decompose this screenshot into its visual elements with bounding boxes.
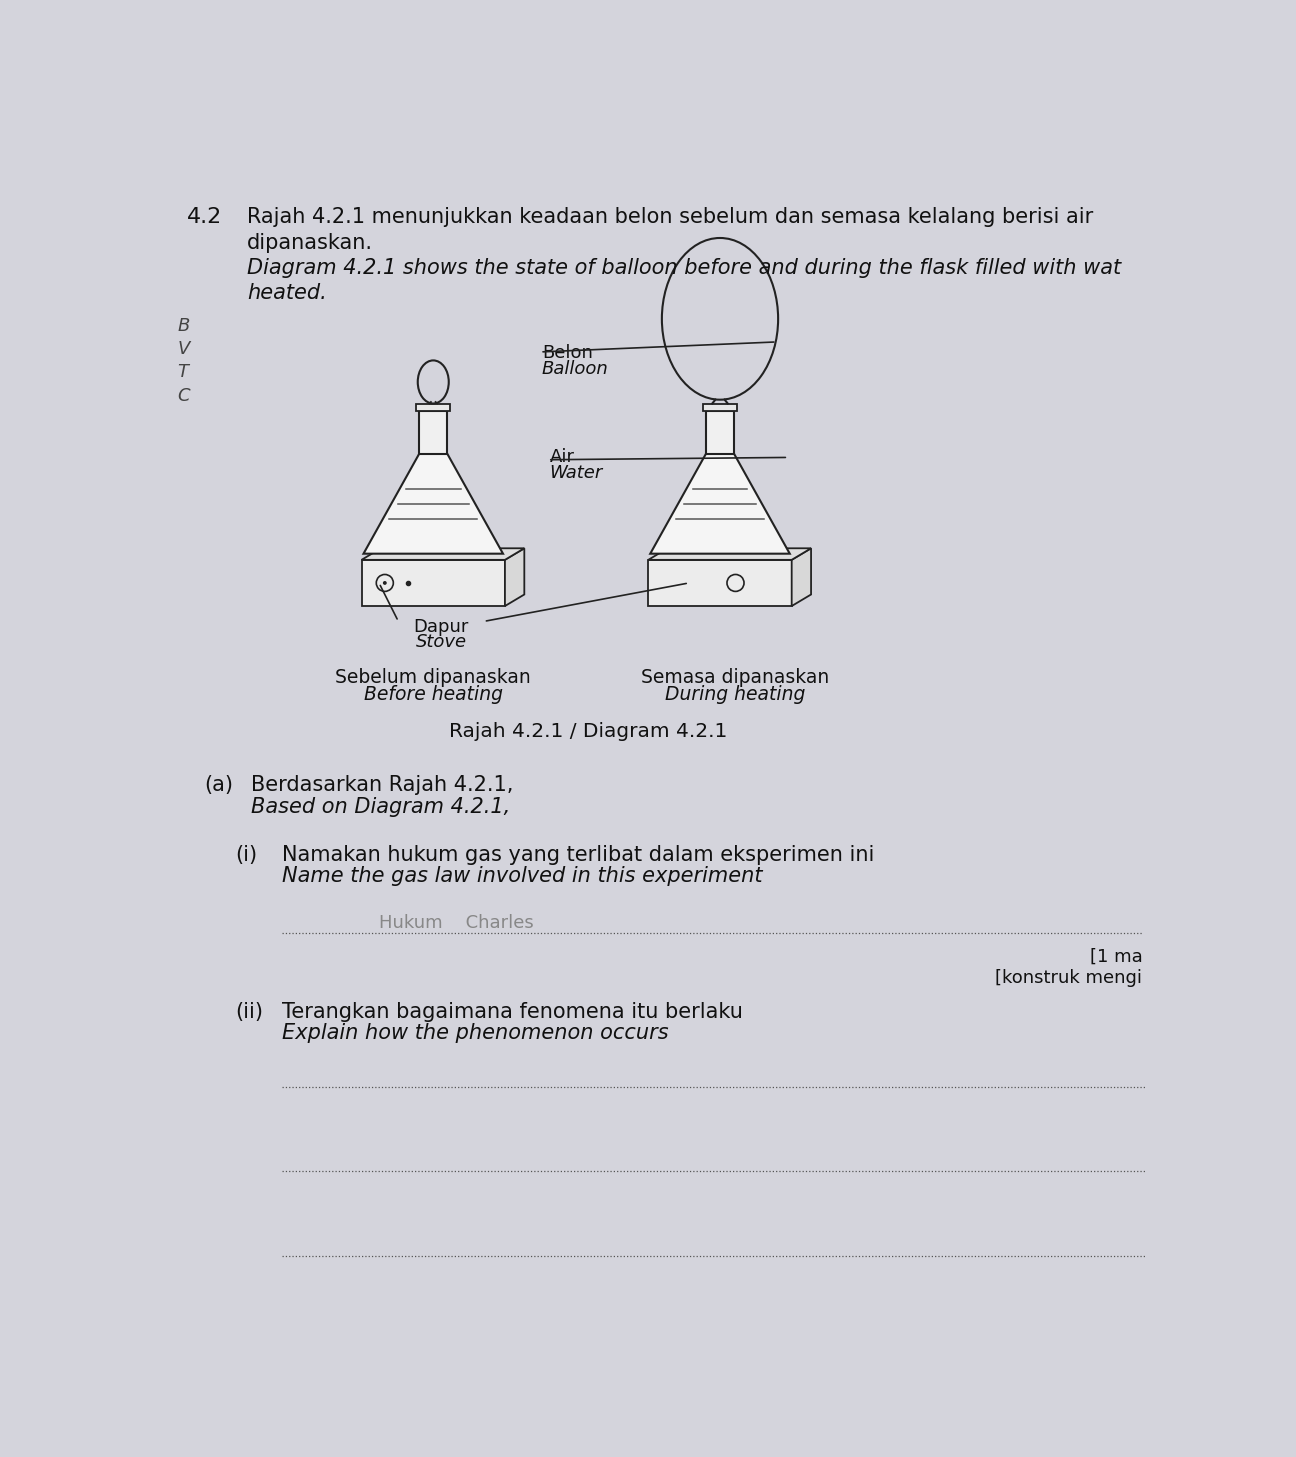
Text: Berdasarkan Rajah 4.2.1,: Berdasarkan Rajah 4.2.1,: [251, 775, 513, 796]
Bar: [416, 404, 450, 411]
Text: Rajah 4.2.1 / Diagram 4.2.1: Rajah 4.2.1 / Diagram 4.2.1: [448, 721, 727, 740]
Text: Diagram 4.2.1 shows the state of balloon before and during the flask filled with: Diagram 4.2.1 shows the state of balloon…: [248, 258, 1121, 278]
Text: Water: Water: [550, 463, 603, 482]
Text: B: B: [178, 318, 191, 335]
Text: Sebelum dipanaskan: Sebelum dipanaskan: [336, 667, 531, 686]
Text: (i): (i): [236, 845, 258, 865]
Polygon shape: [648, 559, 792, 606]
Text: T: T: [178, 363, 188, 382]
Text: Balloon: Balloon: [542, 360, 609, 377]
Text: Terangkan bagaimana fenomena itu berlaku: Terangkan bagaimana fenomena itu berlaku: [283, 1002, 743, 1021]
Text: Name the gas law involved in this experiment: Name the gas law involved in this experi…: [283, 867, 762, 886]
Text: C: C: [178, 386, 191, 405]
Polygon shape: [706, 411, 734, 453]
Text: Hukum    Charles: Hukum Charles: [378, 914, 534, 932]
Text: V: V: [178, 341, 191, 358]
Text: Dapur: Dapur: [413, 618, 469, 635]
Text: During heating: During heating: [665, 685, 806, 704]
Text: heated.: heated.: [248, 284, 327, 303]
Text: Before heating: Before heating: [364, 685, 503, 704]
Circle shape: [382, 581, 386, 584]
Polygon shape: [651, 453, 789, 554]
Polygon shape: [792, 548, 811, 606]
Polygon shape: [420, 411, 447, 453]
Text: Air: Air: [550, 449, 574, 466]
Text: Semasa dipanaskan: Semasa dipanaskan: [642, 667, 829, 686]
Bar: [702, 404, 737, 411]
Text: Belon: Belon: [542, 344, 592, 363]
Text: Namakan hukum gas yang terlibat dalam eksperimen ini: Namakan hukum gas yang terlibat dalam ek…: [283, 845, 875, 865]
Text: dipanaskan.: dipanaskan.: [248, 233, 373, 252]
Text: Stove: Stove: [416, 632, 467, 651]
Text: [1 ma: [1 ma: [1090, 949, 1142, 966]
Text: Explain how the phenomenon occurs: Explain how the phenomenon occurs: [283, 1023, 669, 1043]
Text: Based on Diagram 4.2.1,: Based on Diagram 4.2.1,: [251, 797, 511, 817]
Text: (ii): (ii): [236, 1002, 263, 1021]
Polygon shape: [362, 548, 525, 559]
Polygon shape: [505, 548, 525, 606]
Polygon shape: [362, 559, 505, 606]
Text: Rajah 4.2.1 menunjukkan keadaan belon sebelum dan semasa kelalang berisi air: Rajah 4.2.1 menunjukkan keadaan belon se…: [248, 207, 1094, 227]
Text: 4.2: 4.2: [187, 207, 222, 227]
Text: [konstruk mengi: [konstruk mengi: [995, 969, 1142, 988]
Polygon shape: [363, 453, 503, 554]
Text: (a): (a): [205, 775, 233, 796]
Polygon shape: [648, 548, 811, 559]
